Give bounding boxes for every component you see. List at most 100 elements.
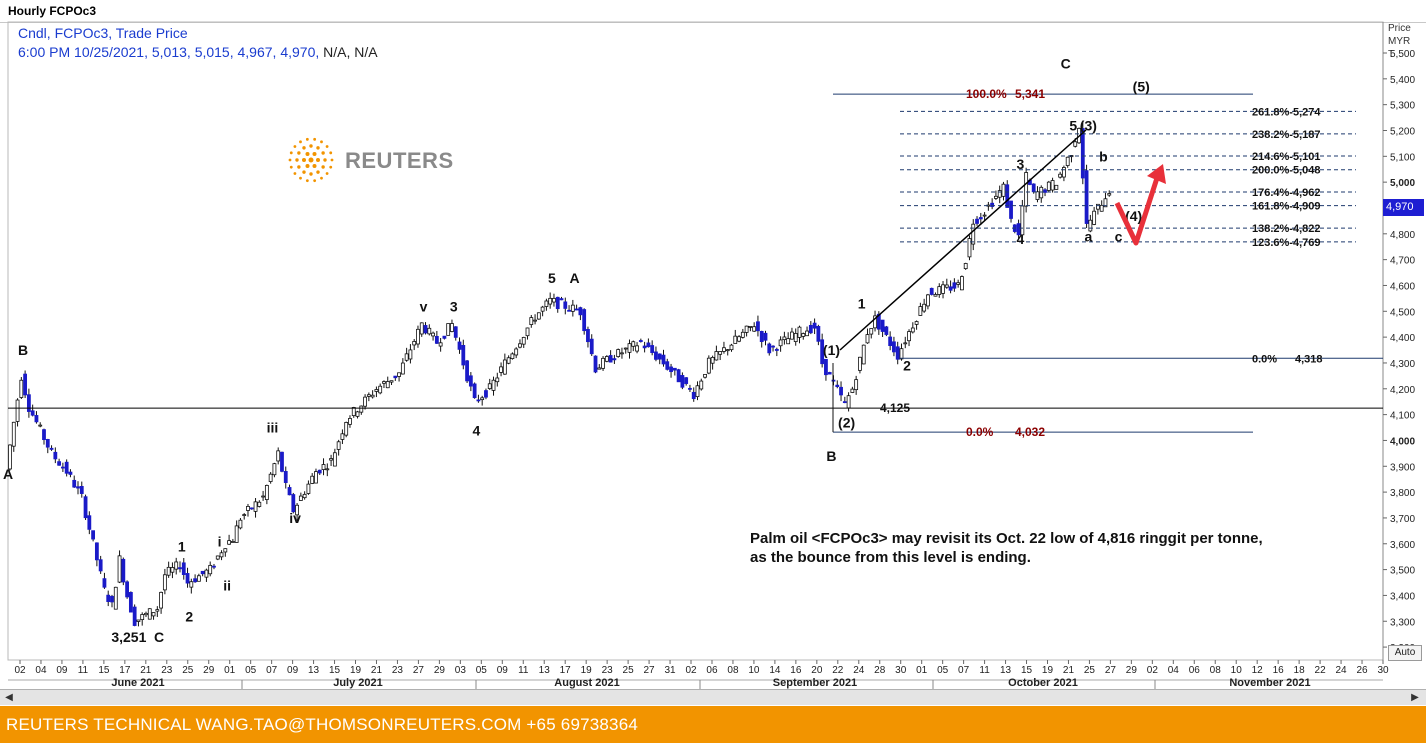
candle [812, 322, 817, 329]
wave-label: C [1061, 55, 1071, 71]
candle [960, 276, 964, 291]
candle [461, 344, 466, 366]
wave-label: A [570, 270, 580, 286]
chart-series-info: Cndl, FCPOc3, Trade Price [18, 25, 188, 41]
candle [502, 359, 507, 375]
candle [457, 341, 462, 350]
fib-extension-label: 214.6%-5,101 [1252, 151, 1321, 163]
wave-label: b [1099, 148, 1108, 164]
candle [291, 494, 296, 513]
candle [1099, 204, 1104, 212]
candle [944, 284, 949, 288]
candle [121, 558, 126, 583]
candle [574, 308, 579, 311]
fib-base-value: 4,318 [1295, 353, 1323, 365]
candle [412, 341, 417, 346]
candle [642, 345, 647, 349]
candle [287, 487, 292, 496]
candle [661, 354, 666, 365]
y-tick-label: 4,700 [1390, 256, 1415, 267]
x-tick-label: 03 [455, 665, 467, 676]
x-tick-label: 23 [161, 665, 173, 676]
fib-outer-label: 0.0% [966, 425, 994, 439]
candle [559, 298, 564, 301]
trend-line [839, 129, 1087, 351]
x-tick-label: 17 [560, 665, 572, 676]
candle [846, 395, 851, 409]
y-tick-label: 5,300 [1390, 101, 1415, 112]
scroll-right-arrow-icon[interactable]: ▶ [1411, 692, 1419, 703]
scroll-left-arrow-icon[interactable]: ◀ [5, 692, 13, 703]
fib-extension-label: 238.2%-5,187 [1252, 129, 1321, 141]
candle [533, 319, 537, 322]
candle [854, 379, 859, 391]
price-chart[interactable]: PriceMYRT3,2003,3003,4003,5003,6003,7003… [0, 0, 1426, 705]
candle [283, 471, 288, 483]
candle [419, 322, 424, 335]
candle [446, 323, 451, 336]
y-tick-label: 5,500 [1390, 49, 1415, 60]
candle [397, 372, 401, 377]
price-axis-header: Price [1388, 23, 1411, 34]
candle [366, 394, 371, 397]
candle [42, 429, 46, 441]
candle [797, 326, 802, 338]
footer-contact-text: REUTERS TECHNICAL WANG.TAO@THOMSONREUTER… [6, 715, 639, 734]
candle [253, 501, 258, 512]
candle [193, 578, 197, 583]
x-tick-label: 12 [1252, 665, 1264, 676]
candle [744, 325, 749, 333]
candle [635, 345, 639, 352]
candle [1031, 183, 1036, 193]
current-price-badge: 4,970 [1383, 199, 1424, 216]
candle [8, 444, 12, 470]
candle [389, 380, 394, 383]
candle [238, 519, 243, 529]
x-tick-label: 15 [98, 665, 110, 676]
candle [703, 373, 707, 378]
candle [1009, 200, 1013, 219]
candle [174, 561, 179, 570]
auto-scale-button[interactable]: Auto [1388, 645, 1422, 661]
x-tick-label: 30 [895, 665, 907, 676]
x-tick-label: 19 [1042, 665, 1054, 676]
candle [782, 336, 787, 341]
candle [272, 463, 277, 476]
candle [873, 315, 877, 329]
horizontal-scrollbar[interactable]: ◀ ▶ [0, 689, 1426, 705]
x-tick-label: 09 [56, 665, 68, 676]
x-tick-label: 09 [497, 665, 509, 676]
candle [242, 514, 247, 516]
wave-label: 3 [450, 298, 458, 314]
candle [937, 286, 942, 295]
candle [200, 570, 205, 575]
fib-extension-label: 176.4%-4,962 [1252, 187, 1321, 199]
candle [106, 594, 111, 602]
candle [404, 353, 409, 361]
candle [805, 330, 809, 337]
wave-label: B [18, 342, 28, 358]
x-tick-label: 08 [727, 665, 739, 676]
candle [472, 383, 477, 399]
candle [627, 343, 632, 353]
x-tick-label: 11 [78, 665, 89, 676]
candle [491, 379, 496, 391]
candle [49, 447, 54, 450]
candle [332, 452, 337, 467]
candle [155, 609, 160, 612]
x-tick-label: 17 [119, 665, 131, 676]
candle [212, 565, 216, 568]
wave-label: 2 [903, 358, 911, 374]
candle [166, 566, 171, 576]
candle [540, 306, 545, 312]
y-tick-label: 4,000 [1390, 436, 1415, 447]
candle [60, 466, 65, 469]
candle [1088, 219, 1093, 232]
candle [941, 284, 945, 294]
y-tick-label: 4,500 [1390, 307, 1415, 318]
candle [563, 301, 568, 309]
fib-outer-label: 100.0% [966, 87, 1007, 101]
candle [128, 592, 133, 613]
x-tick-label: 01 [224, 665, 236, 676]
candle [888, 336, 893, 347]
